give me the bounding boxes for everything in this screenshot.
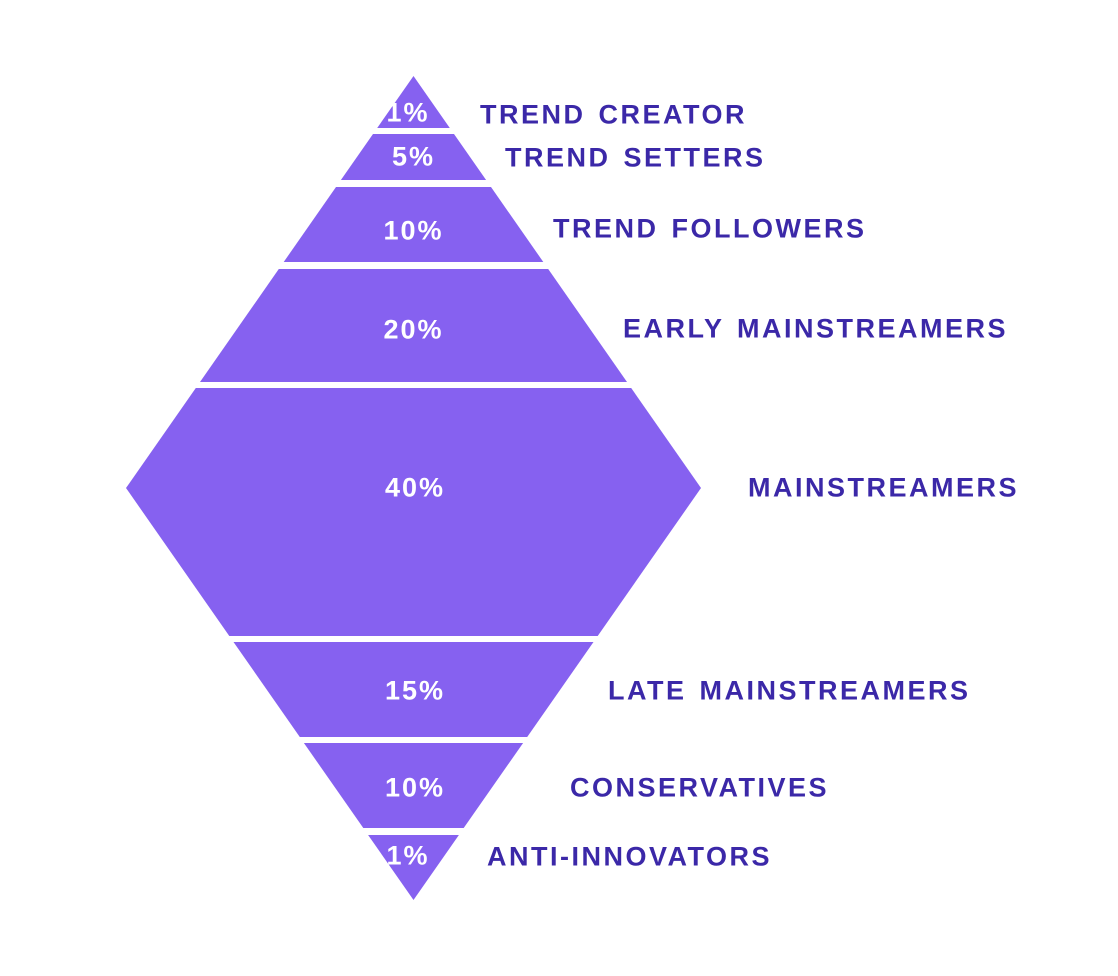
segment-label: TREND CREATOR (480, 99, 748, 130)
segment-percentage: 15% (384, 675, 446, 706)
diamond-segment-shape-5 (233, 642, 594, 737)
diamond-segment-shape-6 (303, 743, 524, 828)
segment-percentage: 1% (386, 97, 430, 128)
segment-percentage: 1% (386, 840, 430, 871)
diamond-segment-shape-2 (283, 187, 544, 262)
segment-percentage: 10% (384, 772, 446, 803)
segment-label: MAINSTREAMERS (748, 472, 1020, 503)
segment-label: CONSERVATIVES (570, 772, 830, 803)
segment-percentage: 40% (384, 472, 446, 503)
segment-percentage: 10% (383, 215, 444, 246)
diamond-segment-shape-4 (126, 388, 701, 636)
diamond-segment-shape-0 (377, 76, 450, 128)
segment-label: TREND SETTERS (505, 142, 766, 173)
segment-percentage: 20% (383, 314, 444, 345)
segment-label: EARLY MAINSTREAMERS (623, 313, 1009, 344)
diamond-segment-shape-1 (340, 134, 487, 180)
segment-label: LATE MAINSTREAMERS (608, 675, 971, 706)
diamond-segment-shape-3 (200, 269, 627, 382)
segment-percentage: 5% (391, 141, 436, 172)
segment-label: ANTI-INNOVATORS (487, 841, 772, 872)
diamond-segment-shape-7 (368, 835, 459, 900)
segment-label: TREND FOLLOWERS (553, 213, 867, 244)
